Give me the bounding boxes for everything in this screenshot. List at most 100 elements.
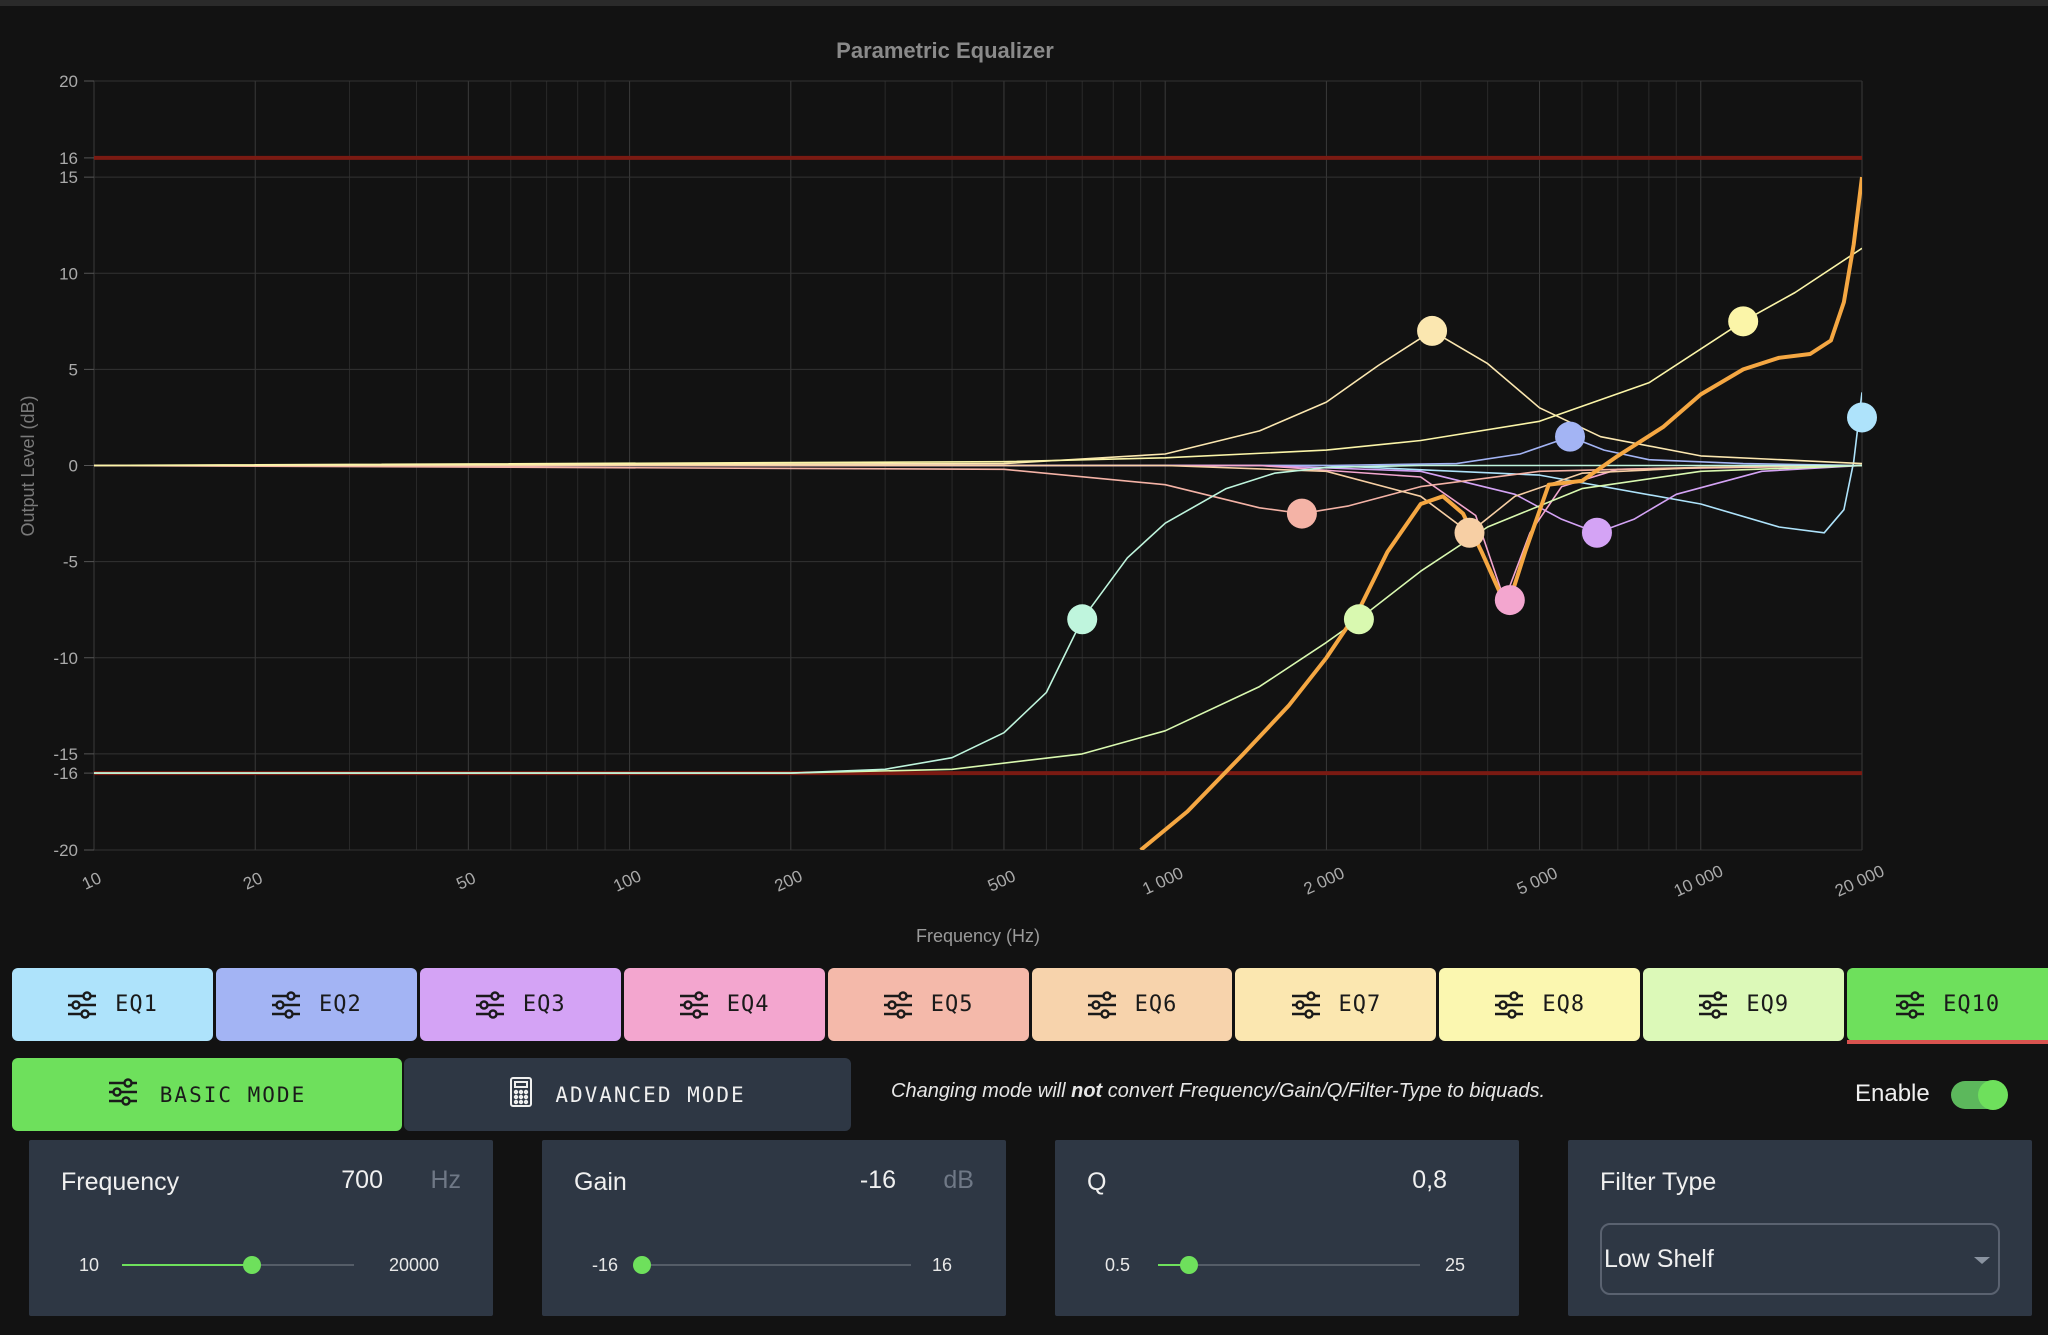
filter-type-select[interactable]: Low Shelf xyxy=(1600,1223,2000,1295)
y-tick-label: 10 xyxy=(59,264,78,283)
enable-label: Enable xyxy=(1855,1080,1930,1107)
filter-type-panel: Filter Type Low Shelf xyxy=(1568,1140,2032,1316)
sliders-icon xyxy=(108,1078,138,1111)
tab-label: EQ4 xyxy=(726,992,770,1017)
y-tick-label: 15 xyxy=(59,168,78,187)
x-tick-label: 1 000 xyxy=(1140,863,1187,898)
gain-unit: dB xyxy=(943,1166,974,1194)
sliders-icon xyxy=(1895,990,1925,1019)
mode-note: Changing mode will not convert Frequency… xyxy=(891,1080,1545,1102)
series-line-eq10 xyxy=(94,464,1862,774)
q-panel: Q 0,8 0.5 25 xyxy=(1055,1140,1519,1316)
x-tick-label: 20 000 xyxy=(1832,861,1887,900)
tab-eq8[interactable]: EQ8 xyxy=(1439,968,1641,1041)
frequency-unit: Hz xyxy=(430,1166,461,1194)
x-tick-label: 100 xyxy=(610,866,644,895)
chevron-down-icon xyxy=(1974,1257,1990,1264)
x-tick-label: 2 000 xyxy=(1301,863,1348,898)
eq10-marker[interactable] xyxy=(1067,604,1098,635)
tab-eq4[interactable]: EQ4 xyxy=(623,968,825,1041)
tab-eq2[interactable]: EQ2 xyxy=(215,968,417,1041)
sliders-icon xyxy=(1494,990,1524,1019)
q-slider-fill xyxy=(1158,1264,1190,1266)
eq5-marker[interactable] xyxy=(1286,498,1317,529)
eq9-marker[interactable] xyxy=(1343,604,1374,635)
x-tick-label: 10 xyxy=(79,868,104,893)
tab-label: EQ9 xyxy=(1746,992,1790,1017)
sliders-icon xyxy=(679,990,709,1019)
series-line-eq9 xyxy=(94,464,1862,774)
x-tick-label: 500 xyxy=(985,866,1019,895)
eq1-marker[interactable] xyxy=(1847,402,1877,433)
y-axis-label: Output Level (dB) xyxy=(18,395,38,536)
advanced-mode-label: ADVANCED MODE xyxy=(555,1082,746,1107)
gain-slider-thumb[interactable] xyxy=(633,1256,651,1274)
x-tick-label: 20 xyxy=(240,868,265,893)
tab-eq9[interactable]: EQ9 xyxy=(1643,968,1845,1041)
q-value[interactable]: 0,8 xyxy=(1412,1166,1447,1194)
tab-label: EQ1 xyxy=(115,992,158,1017)
tab-eq7[interactable]: EQ7 xyxy=(1235,968,1437,1041)
tab-eq6[interactable]: EQ6 xyxy=(1031,968,1233,1041)
frequency-value[interactable]: 700 xyxy=(341,1166,383,1194)
gain-slider[interactable] xyxy=(633,1256,911,1274)
tab-eq3[interactable]: EQ3 xyxy=(419,968,621,1041)
tab-eq5[interactable]: EQ5 xyxy=(827,968,1029,1041)
sliders-icon xyxy=(67,990,97,1019)
frequency-min: 10 xyxy=(79,1255,100,1275)
combined-response-line xyxy=(1139,176,1862,850)
frequency-slider-thumb[interactable] xyxy=(242,1256,261,1274)
basic-mode-button[interactable]: BASIC MODE xyxy=(12,1058,402,1131)
eq3-marker[interactable] xyxy=(1581,517,1612,548)
sliders-icon xyxy=(271,990,301,1019)
y-tick-label: -20 xyxy=(53,841,78,860)
y-tick-label: -10 xyxy=(53,649,78,668)
x-axis-label: Frequency (Hz) xyxy=(916,926,1040,946)
series-line-eq8 xyxy=(94,247,1862,467)
eq6-marker[interactable] xyxy=(1454,517,1485,548)
filter-type-value: Low Shelf xyxy=(1604,1245,1714,1273)
q-slider-thumb[interactable] xyxy=(1180,1256,1199,1274)
y-tick-label: -15 xyxy=(53,745,78,764)
series-line-eq1 xyxy=(94,392,1862,534)
gain-max: 16 xyxy=(931,1255,952,1275)
q-max: 25 xyxy=(1444,1255,1465,1275)
x-tick-label: 10 000 xyxy=(1671,861,1726,900)
sliders-icon xyxy=(1698,990,1728,1019)
tab-eq10[interactable]: EQ10 xyxy=(1847,968,2048,1044)
eq8-marker[interactable] xyxy=(1728,306,1759,337)
enable-toggle[interactable] xyxy=(1951,1080,2008,1110)
tab-label: EQ8 xyxy=(1542,992,1586,1017)
y-tick-label: -5 xyxy=(63,553,78,572)
sliders-icon xyxy=(883,990,913,1019)
eq2-marker[interactable] xyxy=(1555,421,1586,452)
eq4-marker[interactable] xyxy=(1494,585,1525,616)
gain-label: Gain xyxy=(574,1168,627,1196)
sliders-icon xyxy=(475,990,505,1019)
frequency-slider-fill xyxy=(122,1264,252,1266)
y-tick-label: 20 xyxy=(59,72,78,91)
series-line-eq7 xyxy=(94,330,1862,467)
frequency-panel: Frequency 700 Hz 10 20000 xyxy=(29,1140,493,1316)
series-line-eq5 xyxy=(94,464,1862,515)
frequency-max: 20000 xyxy=(388,1255,439,1275)
frequency-slider[interactable] xyxy=(122,1256,354,1274)
series-line-eq3 xyxy=(94,464,1862,534)
frequency-label: Frequency xyxy=(61,1168,180,1196)
gain-min: -16 xyxy=(592,1255,619,1275)
eq-tabs: EQ1 EQ2 EQ3 EQ4 EQ5 EQ6 EQ7 EQ8 EQ9 EQ10 xyxy=(12,968,2048,1044)
tab-label: EQ3 xyxy=(522,992,566,1017)
gain-value[interactable]: -16 xyxy=(859,1166,896,1194)
eq7-marker[interactable] xyxy=(1417,315,1448,346)
gain-panel: Gain -16 dB -16 16 xyxy=(542,1140,1006,1316)
tab-eq1[interactable]: EQ1 xyxy=(12,968,213,1041)
y-tick-label: 16 xyxy=(59,149,78,168)
tab-label: EQ6 xyxy=(1134,992,1178,1017)
x-tick-label: 5 000 xyxy=(1514,863,1561,898)
q-slider[interactable] xyxy=(1158,1256,1420,1274)
y-tick-label: -16 xyxy=(53,764,78,783)
x-tick-label: 50 xyxy=(453,868,478,893)
chart-title: Parametric Equalizer xyxy=(836,38,1054,63)
advanced-mode-button[interactable]: ADVANCED MODE xyxy=(404,1058,851,1131)
